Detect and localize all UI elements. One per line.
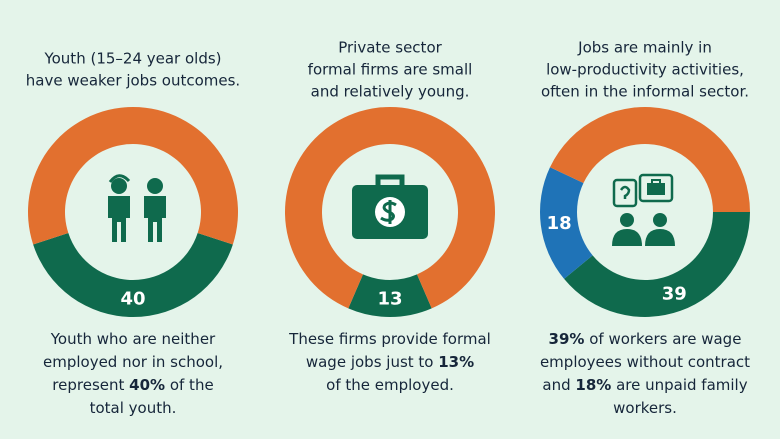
caption-run: employees without contract bbox=[540, 353, 750, 371]
caption-run: These firms provide formal bbox=[288, 330, 491, 348]
caption-run: represent bbox=[52, 376, 129, 394]
donut-segment bbox=[549, 106, 750, 212]
caption-line: represent 40% of the bbox=[52, 376, 213, 394]
caption-run: of workers are wage bbox=[584, 330, 741, 348]
caption-line: and 18% are unpaid family bbox=[542, 376, 747, 394]
briefcase-icon bbox=[352, 174, 428, 239]
caption-line: 39% of workers are wage bbox=[549, 330, 742, 348]
caption-run: and bbox=[542, 376, 575, 394]
donut-segment bbox=[540, 167, 593, 279]
caption-line: of the employed. bbox=[326, 376, 454, 394]
caption-line: Youth who are neither bbox=[50, 330, 216, 348]
caption-run: 39% bbox=[549, 330, 585, 348]
value-label: 18 bbox=[547, 213, 572, 234]
caption-line: total youth. bbox=[90, 399, 177, 417]
chart-title: have weaker jobs outcomes. bbox=[26, 72, 240, 90]
caption-line: wage jobs just to 13% bbox=[306, 353, 474, 371]
workers-icon bbox=[612, 173, 675, 246]
caption-line: These firms provide formal bbox=[288, 330, 491, 348]
caption-run: of the bbox=[165, 376, 214, 394]
caption-run: Youth who are neither bbox=[50, 330, 216, 348]
value-label: 40 bbox=[120, 289, 145, 310]
caption-run: workers. bbox=[613, 399, 677, 417]
donut-segment bbox=[348, 274, 432, 317]
chart-title: often in the informal sector. bbox=[541, 83, 749, 101]
donut-segment bbox=[27, 106, 239, 245]
donut-segment bbox=[285, 107, 495, 309]
caption-run: are unpaid family bbox=[611, 376, 747, 394]
caption-run: 40% bbox=[129, 376, 165, 394]
caption-run: wage jobs just to bbox=[306, 353, 438, 371]
youth-icon bbox=[108, 174, 166, 242]
chart-title: formal firms are small bbox=[308, 61, 473, 79]
chart-title: Jobs are mainly in bbox=[577, 39, 712, 57]
donut-chart: 40 Youth (15–24 year olds) have weaker job… bbox=[26, 50, 240, 417]
caption-run: 18% bbox=[575, 376, 611, 394]
donut-chart: 39 18 Jobs are mainly in low-productivity a… bbox=[540, 39, 750, 417]
value-label: 39 bbox=[662, 283, 687, 304]
caption-line: workers. bbox=[613, 399, 677, 417]
donut-chart: 13 Private sector formal firms are small an… bbox=[285, 39, 495, 394]
caption-run: 13% bbox=[438, 353, 474, 371]
caption-run: of the employed. bbox=[326, 376, 454, 394]
chart-title: and relatively young. bbox=[311, 83, 470, 101]
caption-run: total youth. bbox=[90, 399, 177, 417]
chart-title: low-productivity activities, bbox=[546, 61, 744, 79]
chart-title: Private sector bbox=[338, 39, 442, 57]
donut-segment bbox=[564, 212, 750, 317]
value-label: 13 bbox=[377, 289, 402, 310]
chart-title: Youth (15–24 year olds) bbox=[43, 50, 221, 68]
caption-line: employees without contract bbox=[540, 353, 750, 371]
donut-segment bbox=[33, 233, 233, 317]
caption-run: employed nor in school, bbox=[43, 353, 223, 371]
caption-line: employed nor in school, bbox=[43, 353, 223, 371]
